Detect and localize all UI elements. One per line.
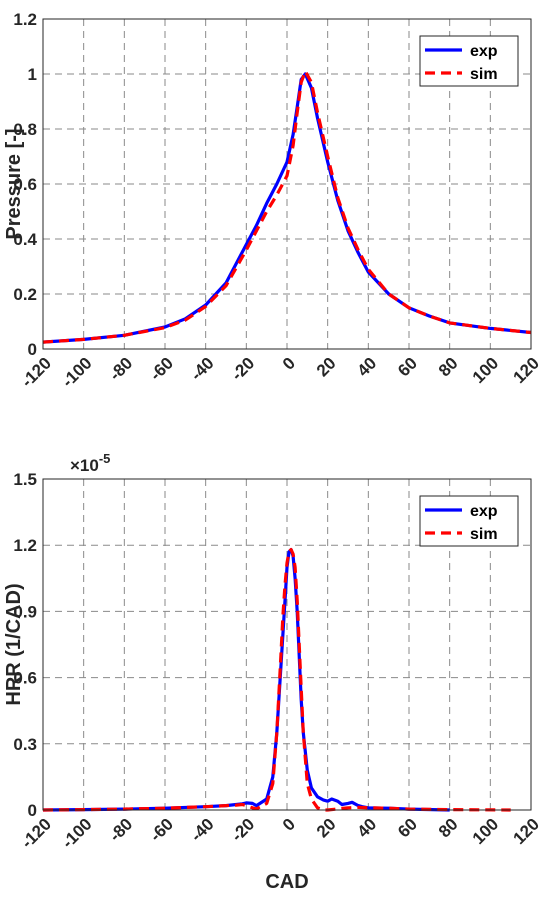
- x-tick-label: 120: [510, 815, 543, 848]
- legend-label-sim: sim: [470, 526, 498, 543]
- legend-box: [419, 495, 519, 547]
- y-tick-label: 1.2: [13, 10, 37, 29]
- x-tick-label: 100: [469, 354, 502, 387]
- y-tick-label: 0.3: [13, 735, 37, 754]
- x-tick-label: -100: [58, 354, 95, 391]
- x-tick-label: -20: [228, 354, 259, 385]
- y-tick-label: 0.8: [13, 120, 37, 139]
- x-tick-label: -80: [106, 815, 137, 846]
- legend-label-exp: exp: [470, 43, 498, 60]
- legend: exp sim: [419, 495, 519, 547]
- x-tick-label: -60: [146, 354, 177, 385]
- x-tick-label: 120: [510, 354, 543, 387]
- legend-box: [419, 35, 519, 87]
- x-tick-label: -100: [58, 815, 95, 852]
- y-exponent-label: ×10-5: [70, 451, 110, 475]
- y-tick-label: 0.4: [13, 230, 37, 249]
- pressure-plot: -120 -100 -80 -60 -40 -20 0 20 40 60 80 100 120 0 0.2 0…: [3, 10, 543, 391]
- y-tick-label: 0.6: [13, 175, 37, 194]
- y-tick-label: 1.5: [13, 470, 37, 489]
- x-axis-label: CAD: [265, 871, 308, 893]
- x-tick-label: 0: [279, 815, 299, 835]
- x-tick-label: -20: [228, 815, 259, 846]
- y-axis-label: HRR (1/CAD): [3, 583, 25, 705]
- x-tick-label: 80: [435, 815, 462, 842]
- y-tick-label: 1.2: [13, 536, 37, 555]
- x-tick-label: 20: [313, 354, 340, 381]
- x-tick-label: 60: [394, 354, 421, 381]
- y-tick-label: 1: [28, 65, 37, 84]
- y-tick-label: 0.9: [13, 602, 37, 621]
- x-tick-label: 40: [354, 354, 381, 381]
- axes-box: [42, 478, 532, 811]
- legend-label-exp: exp: [470, 503, 498, 520]
- y-tick-label: 0.6: [13, 669, 37, 688]
- x-tick-label: 40: [354, 815, 381, 842]
- x-tick-label: -120: [18, 354, 55, 391]
- x-tick-label: 60: [394, 815, 421, 842]
- y-tick-label: 0: [28, 801, 37, 820]
- series-line-sim: [42, 547, 511, 812]
- x-tick-label: 100: [469, 815, 502, 848]
- x-tick-label: -120: [18, 815, 55, 852]
- axes-box: [42, 18, 532, 350]
- x-tick-label: -80: [106, 354, 137, 385]
- x-tick-label: -60: [146, 815, 177, 846]
- x-tick-label: 80: [435, 354, 462, 381]
- y-tick-label: 0.2: [13, 285, 37, 304]
- legend: exp sim: [419, 35, 519, 87]
- legend-label-sim: sim: [470, 66, 498, 83]
- x-tick-label: 20: [313, 815, 340, 842]
- x-tick-label: -40: [187, 354, 218, 385]
- y-axis-label: Pressure [-]: [3, 128, 25, 239]
- hrr-plot: -120 -100 -80 -60 -40 -20 0 20 40 60 80 100 120 0 0.3 0…: [3, 451, 543, 893]
- y-tick-label: 0: [28, 340, 37, 359]
- series-line-sim: [42, 69, 532, 344]
- x-tick-label: -40: [187, 815, 218, 846]
- x-tick-label: 0: [279, 354, 299, 374]
